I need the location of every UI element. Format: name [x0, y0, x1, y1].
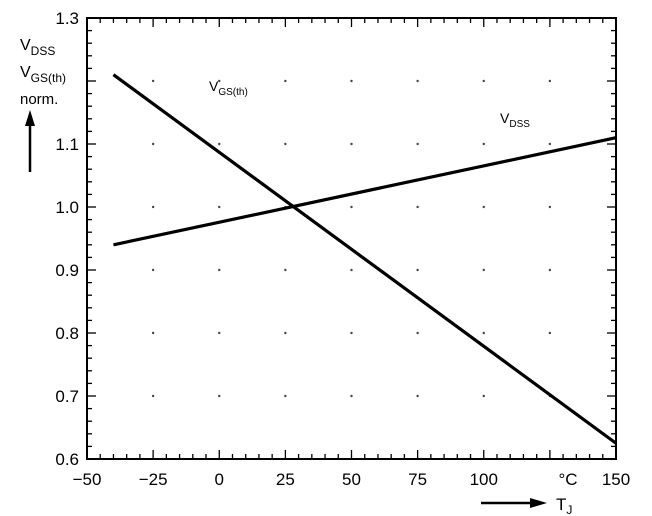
grid-dot — [548, 142, 552, 146]
x-tick-label: 50 — [342, 470, 361, 489]
grid-dot — [151, 331, 155, 335]
series-lines — [112, 73, 617, 445]
grid-dot — [284, 79, 287, 83]
y-axis-label-line3: norm. — [20, 91, 58, 108]
y-axis-label-line2: VGS(th) — [20, 64, 66, 85]
y-tick-labels: 0.6 0.7 0.8 0.9 1.0 1.1 1.3 — [55, 9, 79, 469]
grid-dot — [350, 79, 353, 83]
y-tick-label: 1.0 — [55, 198, 79, 217]
y-tick-label: 0.8 — [55, 324, 79, 343]
grid-dot — [482, 79, 485, 83]
series-line-vdss — [113, 136, 617, 247]
grid-dot — [416, 79, 419, 83]
grid-dot — [151, 142, 155, 146]
grid-dot — [350, 205, 353, 209]
x-axis-arrow — [481, 498, 547, 508]
grid-dot — [218, 205, 221, 209]
grid-dot — [350, 142, 353, 146]
y-tick-label: 1.1 — [55, 135, 79, 154]
grid-dot — [151, 268, 155, 272]
series-line-vgsth — [112, 73, 617, 445]
grid-dot — [350, 268, 353, 272]
y-axis-arrow — [25, 110, 35, 172]
y-tick-label: 0.9 — [55, 261, 79, 280]
grid-dot — [284, 394, 287, 398]
grid-dot — [284, 268, 287, 272]
grid-dot — [218, 394, 221, 398]
y-tick-label: 0.6 — [55, 450, 79, 469]
x-tick-label: 100 — [470, 470, 498, 489]
y-tick-label: 0.7 — [55, 387, 79, 406]
grid-dot — [284, 331, 287, 335]
grid-dot — [482, 205, 485, 209]
grid-dot — [482, 394, 485, 398]
grid-dot — [350, 394, 353, 398]
grid-dot — [218, 79, 221, 83]
x-tick-label: 75 — [408, 470, 427, 489]
grid-dot — [482, 268, 485, 272]
grid-dot — [218, 331, 221, 335]
grid-dot — [548, 79, 552, 83]
grid-dot — [416, 331, 419, 335]
x-tick-label: 0 — [215, 470, 224, 489]
grid-dot — [151, 394, 155, 398]
grid-dot — [482, 331, 485, 335]
x-tick-labels: −50 −25 0 25 50 75 100 150 — [73, 470, 631, 489]
grid-dot — [416, 205, 419, 209]
x-axis-label: TJ — [556, 495, 572, 516]
grid-dot — [548, 205, 552, 209]
grid-dot — [416, 142, 419, 146]
grid-dot — [416, 394, 419, 398]
grid-dot — [350, 331, 353, 335]
grid-dot — [218, 142, 221, 146]
series-label-vdss: VDSS — [500, 110, 530, 130]
x-tick-label: 25 — [276, 470, 295, 489]
grid-dot — [151, 205, 155, 209]
grid-dot — [548, 268, 552, 272]
series-label-vgsth: VGS(th) — [209, 78, 248, 98]
grid-dots — [151, 79, 552, 398]
grid-dot — [218, 268, 221, 272]
grid-dot — [482, 142, 485, 146]
plot-frame — [86, 17, 617, 460]
grid-dot — [284, 142, 287, 146]
y-axis-label-line1: VDSS — [20, 37, 55, 58]
grid-dot — [151, 79, 155, 83]
grid-dot — [416, 268, 419, 272]
x-tick-label: 150 — [602, 470, 630, 489]
x-axis-unit: °C — [558, 470, 577, 489]
grid-dot — [548, 331, 552, 335]
axis-ticks — [86, 17, 617, 460]
x-tick-label: −50 — [73, 470, 102, 489]
y-tick-label: 1.3 — [55, 9, 79, 28]
x-tick-label: −25 — [139, 470, 168, 489]
